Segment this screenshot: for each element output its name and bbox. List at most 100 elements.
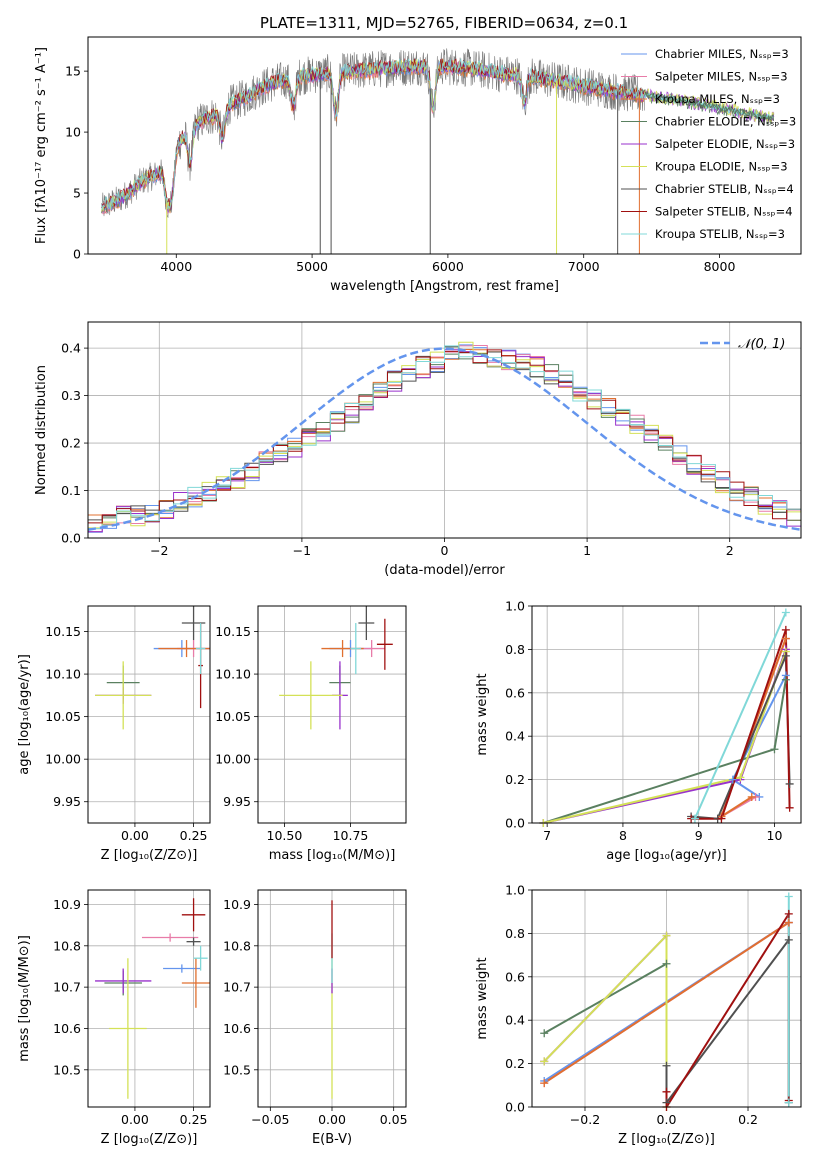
marker-kroupa-miles [540, 1079, 549, 1088]
marker-chabrier-elodie [662, 959, 671, 968]
marker-chabrier-elodie [540, 1029, 549, 1038]
marker-kroupa-stelib [781, 608, 790, 617]
x-tick-label: 8 [619, 828, 627, 843]
marker-chabrier-stelib [781, 651, 790, 660]
y-tick-label: 10.00 [215, 752, 251, 767]
y-tick-label: 0.0 [505, 816, 525, 831]
chart-mass-vs-EBV: −0.05 0.00 0.05 10.5 10.6 10.7 10.8 10.9 E(B-V) [223, 889, 408, 1147]
y-tick-label: 10.9 [223, 897, 251, 912]
series-line-salpeter-stelib [665, 910, 790, 1107]
chart-weights-vs-age: 7 8 9 10 0.0 0.2 0.4 0.6 0.8 1.0 age [log₁₀(age/yr… [475, 599, 802, 863]
y-tick-label: 0.6 [505, 969, 525, 984]
x-tick-label: 7 [543, 828, 551, 843]
marker-chabrier-miles [728, 775, 737, 784]
series-line-salpeter-stelib [691, 629, 791, 820]
y-tick-label: 10.6 [53, 1021, 81, 1036]
x-tick-label: 0.0 [657, 1112, 677, 1127]
y-tick-label: 9.95 [223, 794, 251, 809]
marker-salpeter-stelib [717, 814, 726, 823]
chart-age-vs-mass: 10.50 10.75 9.95 10.00 10.05 10.10 10.15 mass [… [215, 605, 407, 863]
legend-label-kroupa-miles: Kroupa MILES, Nₛₛₚ=3 [655, 92, 780, 106]
y-tick-label: 5 [73, 186, 81, 201]
y-tick-label: 10.6 [223, 1021, 251, 1036]
axes-frame [257, 605, 407, 824]
x-tick-label: −1 [293, 543, 311, 558]
chart-weights-vs-Z: −0.2 0.0 0.2 0.0 0.2 0.4 0.6 0.8 1.0 Z [log₁₀(Z/Z… [475, 883, 802, 1147]
y-tick-label: 10.15 [45, 624, 81, 639]
marker-chabrier-stelib [662, 1061, 671, 1070]
marker-kroupa-miles [747, 792, 756, 801]
y-tick-label: 0.3 [61, 388, 81, 403]
axes-frame [87, 36, 802, 255]
axes-frame [87, 889, 211, 1108]
y-tick-label: 10.7 [223, 980, 251, 995]
x-axis-label: mass [log₁₀(M/M⊙)] [269, 848, 396, 863]
y-tick-label: 10.7 [53, 980, 81, 995]
y-tick-label: 10.5 [53, 1062, 81, 1077]
x-tick-label: 0.2 [738, 1112, 758, 1127]
x-axis-label: wavelength [Angstrom, rest frame] [330, 279, 559, 294]
x-axis-label: Z [log₁₀(Z/Z⊙)] [101, 1132, 198, 1147]
plot-area [88, 341, 801, 538]
marker-kroupa-stelib [784, 892, 793, 901]
marker-salpeter-stelib [784, 909, 793, 918]
y-tick-label: 0.1 [61, 483, 81, 498]
y-tick-label: 0 [73, 247, 81, 262]
axes-frame [531, 889, 802, 1108]
x-tick-label: −0.2 [570, 1112, 600, 1127]
y-axis-label: mass [log₁₀(M/M⊙)] [17, 935, 32, 1062]
y-tick-label: 10.00 [45, 752, 81, 767]
axes-frame [87, 321, 802, 539]
x-tick-label: −2 [150, 543, 168, 558]
y-tick-label: 1.0 [505, 883, 525, 898]
y-tick-label: 10.5 [223, 1062, 251, 1077]
marker-chabrier-elodie [770, 745, 779, 754]
y-tick-label: 0.8 [505, 642, 525, 657]
chart-spectrum: 4000 5000 6000 7000 8000 0 5 10 15 wavelength [An… [34, 36, 802, 294]
y-axis-label: mass weight [475, 673, 490, 755]
plot-area [101, 48, 775, 254]
x-axis-label: Z [log₁₀(Z/Z⊙)] [101, 848, 198, 863]
x-tick-label: 5000 [296, 259, 328, 274]
x-tick-label: 0.25 [180, 1112, 208, 1127]
marker-kroupa-stelib [690, 814, 699, 823]
marker-chabrier-elodie [781, 675, 790, 684]
axes-frame [531, 605, 802, 824]
x-axis-label: (data-model)/error [384, 563, 505, 578]
x-tick-label: 9 [695, 828, 703, 843]
legend-label-kroupa-elodie: Kroupa ELODIE, Nₛₛₚ=3 [655, 160, 788, 174]
y-tick-label: 0.4 [505, 729, 525, 744]
x-tick-label: 7000 [568, 259, 600, 274]
y-tick-label: 0.8 [505, 926, 525, 941]
y-tick-label: 0.0 [505, 1100, 525, 1115]
marker-kroupa-elodie [662, 931, 671, 940]
x-axis-label: Z [log₁₀(Z/Z⊙)] [618, 1132, 715, 1147]
plot-area [543, 612, 791, 823]
marker-chabrier-stelib [784, 935, 793, 944]
gaussian-curve [88, 347, 801, 531]
plot-area [95, 898, 210, 1099]
marker-kroupa-miles [781, 634, 790, 643]
y-tick-label: 10.05 [215, 709, 251, 724]
y-tick-label: 0.2 [61, 436, 81, 451]
y-tick-label: 0.6 [505, 685, 525, 700]
y-tick-label: 10.8 [53, 938, 81, 953]
marker-kroupa-elodie [540, 1057, 549, 1066]
legend-label-kroupa-stelib: Kroupa STELIB, Nₛₛₚ=3 [655, 227, 785, 241]
legend-label-chabrier-elodie: Chabrier ELODIE, Nₛₛₚ=3 [655, 115, 796, 129]
y-tick-label: 10.05 [45, 709, 81, 724]
chart-residuals: −2 −1 0 1 2 0.0 0.1 0.2 0.3 0.4 (data-model)/error… [34, 321, 802, 578]
y-tick-label: 10.9 [53, 897, 81, 912]
y-tick-label: 9.95 [53, 794, 81, 809]
y-tick-label: 0.0 [61, 531, 81, 546]
legend-label-salpeter-stelib: Salpeter STELIB, Nₛₛₚ=4 [655, 205, 793, 219]
x-tick-label: 1 [583, 543, 591, 558]
figure-title: PLATE=1311, MJD=52765, FIBERID=0634, z=0… [260, 14, 628, 32]
y-tick-label: 10.15 [215, 624, 251, 639]
marker-chabrier-stelib [785, 779, 794, 788]
y-tick-label: 0.4 [505, 1013, 525, 1028]
marker-salpeter-stelib [785, 803, 794, 812]
y-axis-label: Normed distribution [34, 365, 49, 495]
x-axis-label: E(B-V) [312, 1132, 352, 1147]
y-axis-label: Flux [fλ10⁻¹⁷ erg cm⁻² s⁻¹ A⁻¹] [34, 47, 49, 244]
